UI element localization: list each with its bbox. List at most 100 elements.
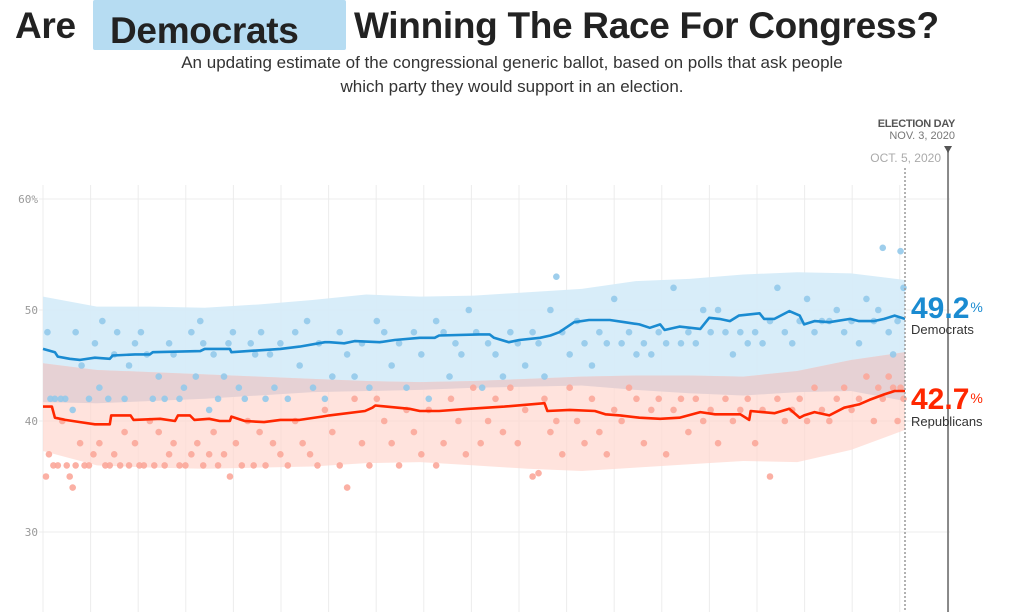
rep-poll-dot <box>625 384 633 392</box>
dem-poll-dot <box>553 273 560 281</box>
dem-poll-dot <box>72 328 79 336</box>
rep-poll-dot <box>76 439 84 447</box>
rep-poll-dot <box>610 406 618 414</box>
rep-poll-dot <box>336 462 344 469</box>
dem-poll-dot <box>722 328 729 336</box>
subtitle-line-1: An updating estimate of the congressiona… <box>181 53 843 72</box>
dem-poll-dot <box>774 284 781 292</box>
rep-poll-dot <box>826 417 833 425</box>
rep-poll-dot <box>900 395 907 403</box>
dem-poll-dot <box>214 395 222 403</box>
dem-poll-dot <box>885 328 892 336</box>
rep-poll-dot <box>321 406 329 414</box>
dem-poll-dot <box>897 247 904 255</box>
dem-poll-dot <box>588 362 596 369</box>
rep-poll-dot <box>737 406 744 414</box>
rep-poll-dot <box>395 462 403 469</box>
dem-poll-dot <box>655 328 663 336</box>
y-tick-label: 40 <box>25 415 38 428</box>
dem-poll-dot <box>284 395 292 403</box>
dem-poll-dot <box>262 395 269 403</box>
dem-poll-dot <box>165 340 173 347</box>
dem-poll-dot <box>499 373 507 380</box>
rep-poll-dot <box>547 428 554 436</box>
rep-poll-dot <box>45 451 53 458</box>
dem-poll-dot <box>257 328 265 336</box>
rep-poll-dot <box>685 428 692 436</box>
dem-poll-dot <box>277 340 284 347</box>
rep-poll-dot <box>226 473 234 480</box>
dem-poll-dot <box>113 328 121 336</box>
rep-poll-dot <box>284 462 292 469</box>
rep-poll-dot <box>894 417 901 425</box>
rep-poll-dot <box>558 451 566 458</box>
trend-lines <box>42 309 906 426</box>
rep-poll-dot <box>380 417 388 425</box>
rep-poll-dot <box>256 428 263 436</box>
rep-trend-line <box>43 389 905 426</box>
dem-poll-dot <box>803 295 811 303</box>
dem-poll-dot <box>104 395 112 403</box>
rep-poll-dot <box>277 451 284 458</box>
rep-poll-dot <box>85 462 93 469</box>
dem-poll-dot <box>863 295 870 303</box>
rep-poll-dot <box>110 451 118 458</box>
rep-poll-dot <box>744 395 752 403</box>
dem-poll-dot <box>351 373 358 380</box>
rep-final-value: 42.7% <box>911 385 983 415</box>
dem-poll-dot <box>161 395 168 403</box>
dem-poll-dot <box>51 395 59 403</box>
rep-poll-dot <box>388 439 395 447</box>
headline-prefix: Are <box>15 5 76 46</box>
y-tick-label: 30 <box>25 526 38 539</box>
dem-poll-dot <box>855 340 863 347</box>
dem-poll-dot <box>625 328 633 336</box>
rep-poll-dot <box>170 439 177 447</box>
dem-poll-dot <box>403 384 410 392</box>
dem-poll-dot <box>291 328 299 336</box>
rep-poll-dot <box>566 384 573 392</box>
dem-confidence-band <box>43 272 905 404</box>
rep-poll-dot <box>655 395 663 403</box>
dem-poll-dot <box>633 351 640 358</box>
dem-poll-dot <box>176 395 183 403</box>
dem-poll-dot <box>781 328 789 336</box>
rep-poll-dot <box>106 462 114 469</box>
rep-poll-dot <box>521 406 529 414</box>
dem-poll-dot <box>788 340 796 347</box>
dem-poll-dot <box>336 328 344 336</box>
dem-poll-dot <box>647 351 655 358</box>
rep-poll-dot <box>766 473 774 480</box>
dem-poll-dot <box>199 340 207 347</box>
dem-poll-dot <box>521 362 529 369</box>
rep-poll-dot <box>150 462 158 469</box>
rep-poll-dot <box>238 462 246 469</box>
dem-poll-dot <box>581 340 588 347</box>
dem-poll-dot <box>541 373 548 380</box>
dem-poll-dot <box>446 373 453 380</box>
rep-poll-dot <box>366 462 373 469</box>
dem-poll-dot <box>507 328 514 336</box>
rep-poll-dot <box>182 462 189 469</box>
dem-poll-dot <box>874 306 882 314</box>
dem-poll-dot <box>380 328 388 336</box>
headline-party: Democrats <box>110 10 299 51</box>
y-tick-label: 50 <box>25 304 38 317</box>
dem-poll-dot <box>685 328 692 336</box>
rep-poll-dot <box>751 439 759 447</box>
rep-poll-dot <box>553 417 560 425</box>
rep-poll-dot <box>879 395 887 403</box>
rep-poll-dot <box>299 439 306 447</box>
dem-poll-dot <box>210 351 217 358</box>
headline-highlight <box>93 0 346 50</box>
dem-poll-dot <box>131 340 139 347</box>
dem-poll-dot <box>125 362 133 369</box>
rep-poll-dot <box>373 395 381 403</box>
rep-poll-dot <box>889 384 897 392</box>
subtitle-line-2: which party they would support in an ele… <box>340 77 684 96</box>
dem-poll-dot <box>235 384 243 392</box>
rep-poll-dot <box>855 395 863 403</box>
dem-poll-dot <box>296 362 303 369</box>
dem-poll-dot <box>395 340 403 347</box>
election-day-triangle-icon <box>944 146 953 153</box>
